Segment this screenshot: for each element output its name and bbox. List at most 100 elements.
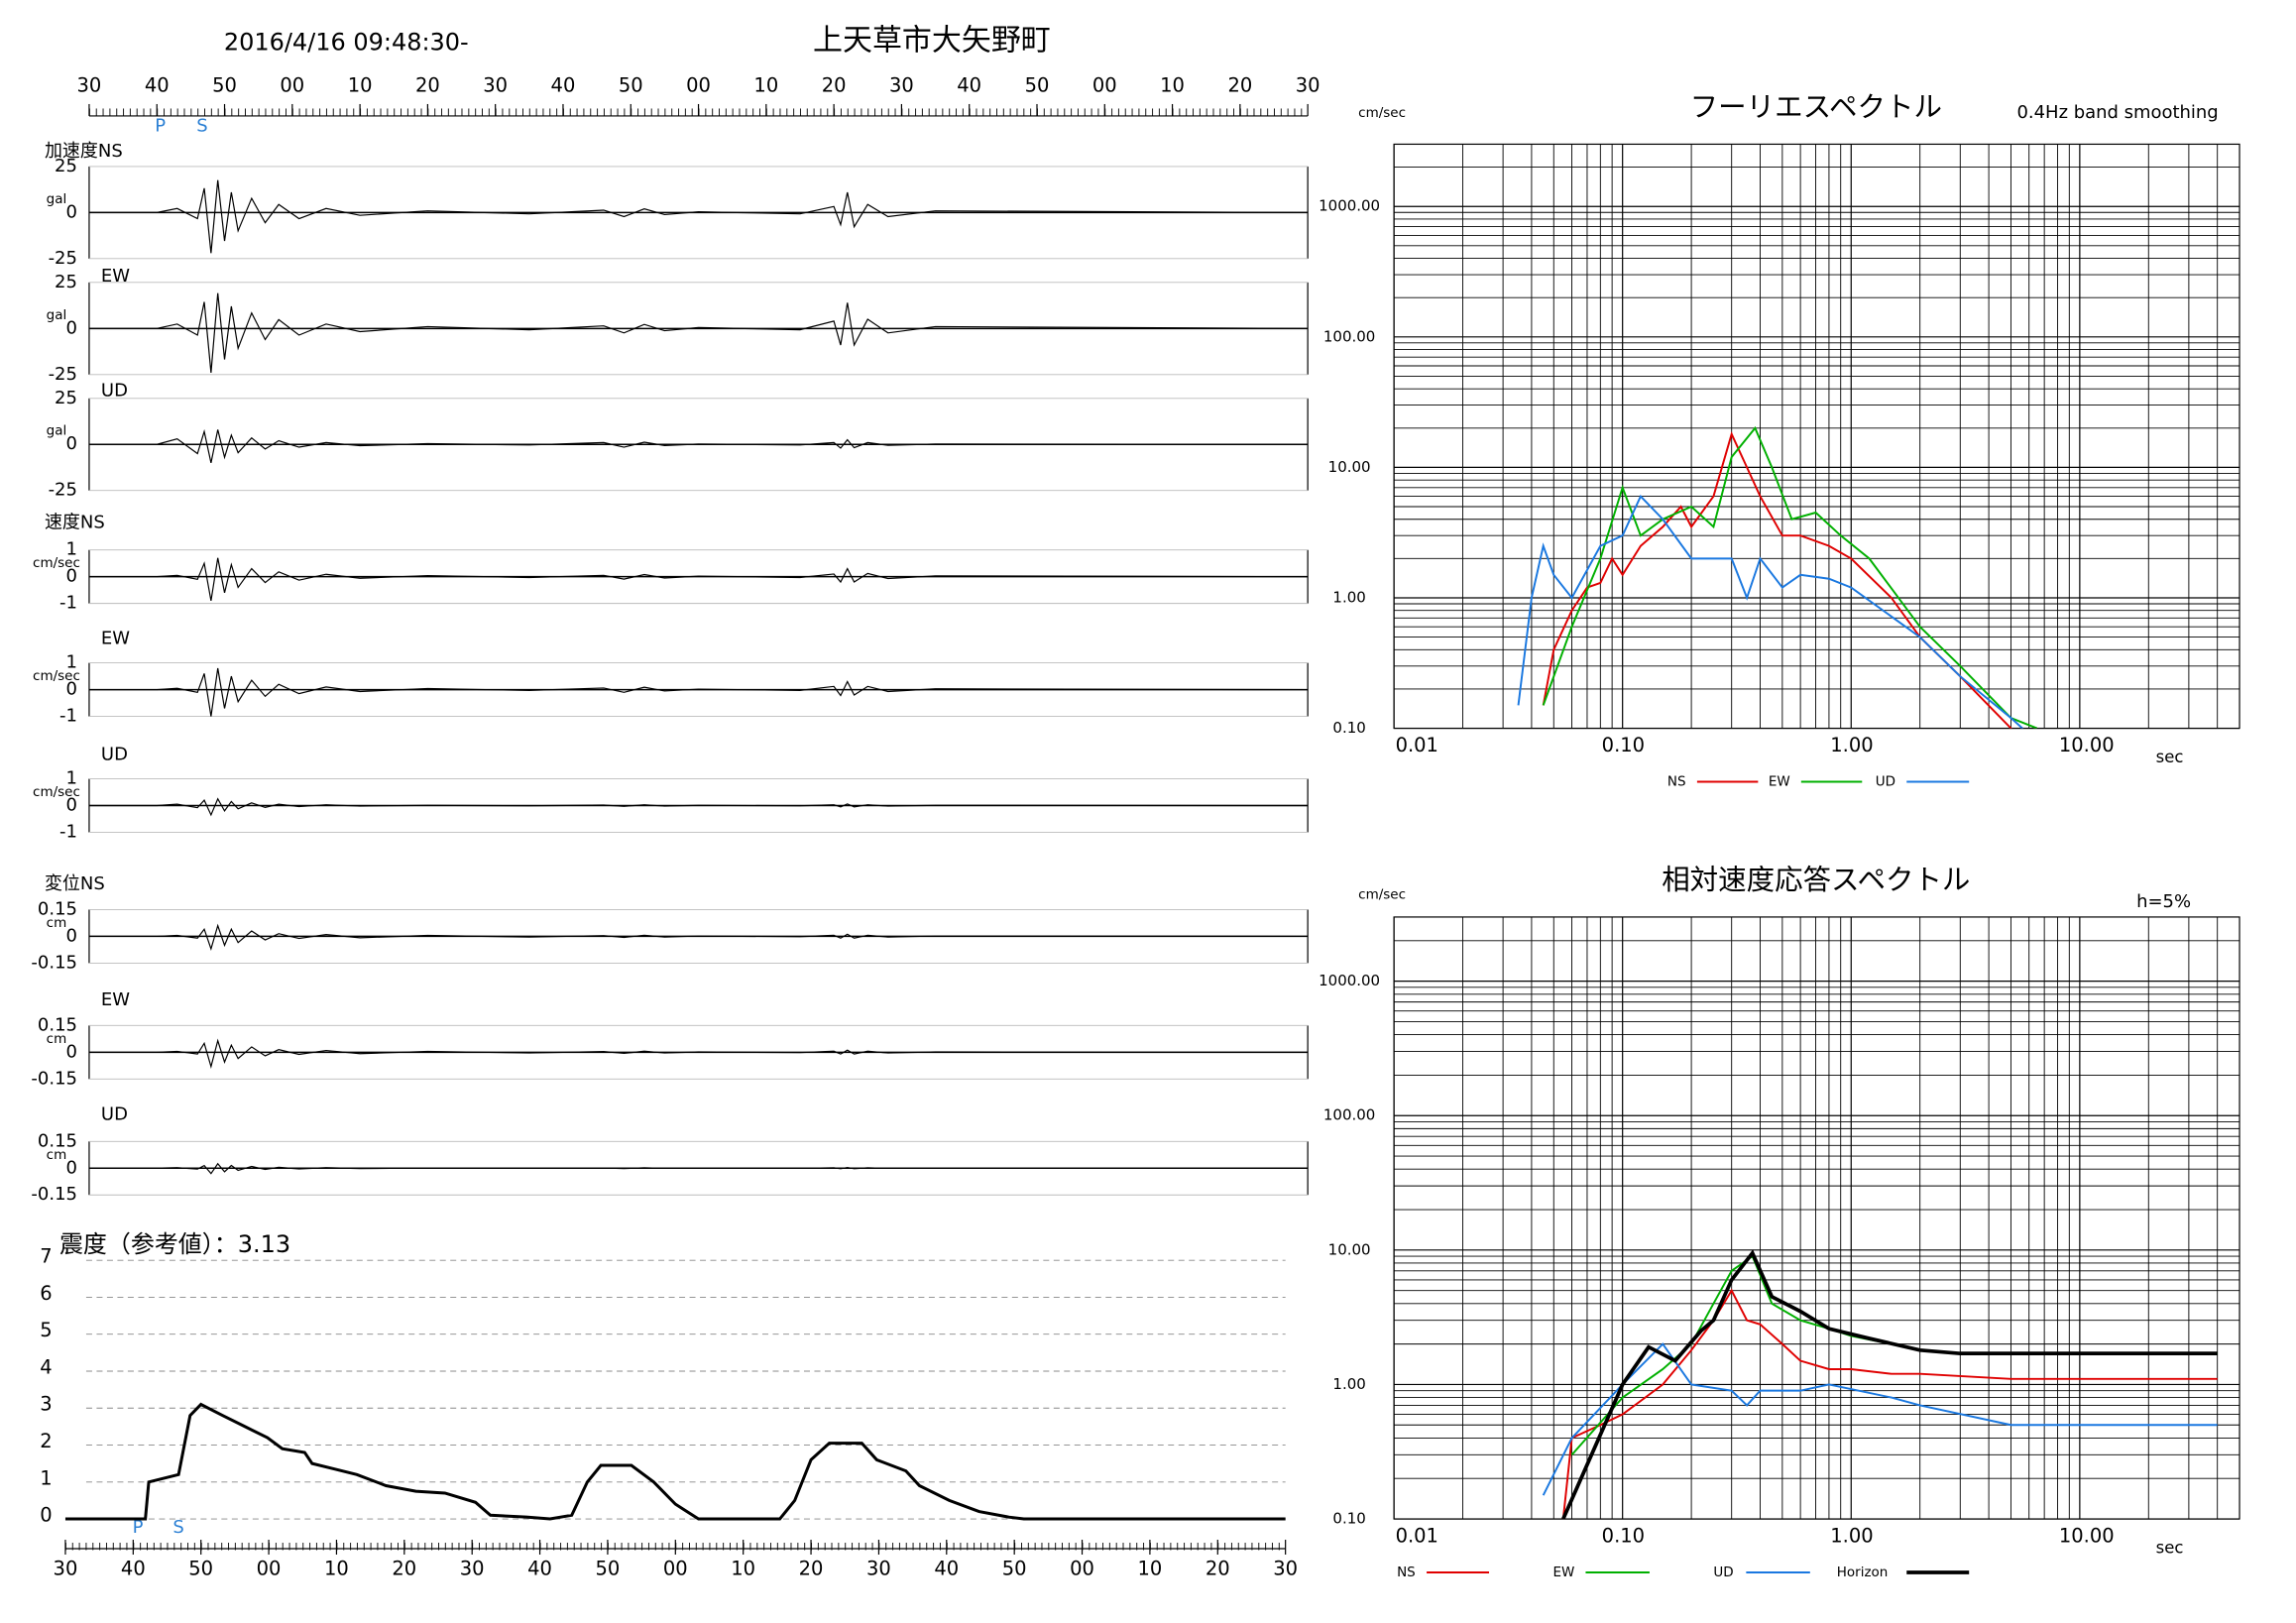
x-tick-label: 40 xyxy=(527,1558,552,1580)
x-tick-label: 40 xyxy=(551,73,576,96)
x-tick-label: 10 xyxy=(753,73,778,96)
y-tick-label: 1.00 xyxy=(1332,1375,1365,1393)
unit-label: cm/sec xyxy=(33,555,80,571)
y-tick-label: 100.00 xyxy=(1323,1106,1375,1124)
x-tick-label: 1.00 xyxy=(1830,1525,1873,1548)
x-tick-label: 50 xyxy=(212,73,237,96)
y-tick-label: 0 xyxy=(66,1041,77,1062)
x-tick-label: 10.00 xyxy=(2059,734,2115,756)
y-tick-label: 4 xyxy=(40,1355,52,1378)
unit-label: cm/sec xyxy=(33,668,80,684)
y-tick-label: 0 xyxy=(66,925,77,946)
series-line xyxy=(1542,425,2038,729)
x-tick-label: 30 xyxy=(54,1558,78,1580)
y-tick-label: 1 xyxy=(66,539,77,560)
y-tick-label: 1000.00 xyxy=(1319,197,1380,215)
y-tick-label: 0.10 xyxy=(1332,1510,1365,1528)
waveform xyxy=(88,667,1309,717)
panel-label: UD xyxy=(101,380,128,401)
panel-label: EW xyxy=(101,629,130,649)
x-tick-label: 00 xyxy=(1070,1558,1094,1580)
x-tick-label: 20 xyxy=(822,73,847,96)
x-tick-label: 20 xyxy=(1227,73,1252,96)
x-tick-label: 40 xyxy=(957,73,981,96)
panel-label: EW xyxy=(101,266,130,287)
y-tick-label: 0 xyxy=(66,433,77,454)
series-line xyxy=(1542,1342,2218,1496)
y-tick-label: 1 xyxy=(66,652,77,673)
panel-label: 速度NS xyxy=(45,513,105,533)
y-tick-label: 3 xyxy=(40,1393,52,1416)
waveform xyxy=(88,1038,1309,1069)
x-tick-label: 20 xyxy=(415,73,440,96)
unit-label: cm xyxy=(47,1031,67,1047)
phase-marker: P xyxy=(155,115,166,136)
x-tick-label: 0.01 xyxy=(1396,1525,1438,1548)
y-tick-label: -0.15 xyxy=(31,1184,76,1205)
chart-title: フーリエスペクトル xyxy=(1690,90,1942,123)
y-tick-label: 6 xyxy=(40,1282,52,1305)
y-tick-label: 25 xyxy=(55,272,77,292)
x-tick-label: 30 xyxy=(483,73,508,96)
y-tick-label: 1 xyxy=(40,1466,52,1489)
y-tick-label: 100.00 xyxy=(1323,327,1375,345)
y-tick-label: -0.15 xyxy=(31,1068,76,1089)
x-tick-label: 10 xyxy=(324,1558,349,1580)
legend-label: EW xyxy=(1552,1565,1574,1580)
x-tick-label: 10 xyxy=(1138,1558,1163,1580)
y-tick-label: 10.00 xyxy=(1328,458,1371,476)
waveform xyxy=(88,1162,1309,1175)
y-tick-label: -1 xyxy=(59,821,77,842)
x-tick-label: 10 xyxy=(1160,73,1185,96)
chart-title: 震度（参考値）：3.13 xyxy=(59,1230,290,1258)
x-tick-label: 00 xyxy=(686,73,711,96)
series-line xyxy=(1561,1288,2218,1520)
unit-label: cm xyxy=(47,1147,67,1163)
waveform xyxy=(88,179,1309,254)
plot-frame xyxy=(1393,916,2240,1520)
waveform xyxy=(88,923,1309,951)
y-tick-label: -25 xyxy=(49,364,77,385)
series-line xyxy=(1561,1249,2218,1520)
x-tick-label: 00 xyxy=(1092,73,1117,96)
y-tick-label: 1 xyxy=(66,768,77,789)
y-tick-label: 0 xyxy=(66,795,77,816)
y-tick-label: -1 xyxy=(59,706,77,727)
y-tick-label: 5 xyxy=(40,1319,52,1341)
x-tick-label: 0.10 xyxy=(1602,1525,1645,1548)
panel-label: UD xyxy=(101,1103,128,1124)
series-line xyxy=(1542,431,2013,729)
location: 上天草市大矢野町 xyxy=(813,24,1051,58)
y-unit: cm/sec xyxy=(1358,105,1406,121)
x-tick-label: 50 xyxy=(1025,73,1050,96)
legend-label: NS xyxy=(1397,1565,1416,1580)
y-tick-label: 0.10 xyxy=(1332,719,1365,737)
panel-label: EW xyxy=(101,989,130,1010)
y-tick-label: 0 xyxy=(66,201,77,222)
chart-subtitle: 0.4Hz band smoothing xyxy=(2016,102,2218,123)
x-unit: sec xyxy=(2156,748,2184,766)
unit-label: gal xyxy=(47,307,67,323)
unit-label: gal xyxy=(47,191,67,207)
y-tick-label: 1000.00 xyxy=(1319,972,1380,989)
waveform xyxy=(88,557,1309,602)
y-unit: cm/sec xyxy=(1358,886,1406,902)
x-tick-label: 00 xyxy=(663,1558,688,1580)
x-tick-label: 30 xyxy=(460,1558,485,1580)
chart-subtitle: h=5% xyxy=(2136,891,2191,912)
y-tick-label: 0.15 xyxy=(38,1130,77,1151)
y-tick-label: 7 xyxy=(40,1245,52,1268)
y-tick-label: 0 xyxy=(66,679,77,700)
y-tick-label: -0.15 xyxy=(31,952,76,973)
x-tick-label: 30 xyxy=(1296,73,1320,96)
x-tick-label: 40 xyxy=(145,73,170,96)
series-line xyxy=(1517,494,2024,729)
x-tick-label: 50 xyxy=(1002,1558,1027,1580)
x-tick-label: 20 xyxy=(1205,1558,1230,1580)
x-tick-label: 00 xyxy=(280,73,304,96)
legend-label: Horizon xyxy=(1837,1565,1889,1580)
y-tick-label: 0 xyxy=(40,1504,52,1527)
legend-label: EW xyxy=(1769,774,1790,790)
panel-label: 加速度NS xyxy=(45,141,123,162)
